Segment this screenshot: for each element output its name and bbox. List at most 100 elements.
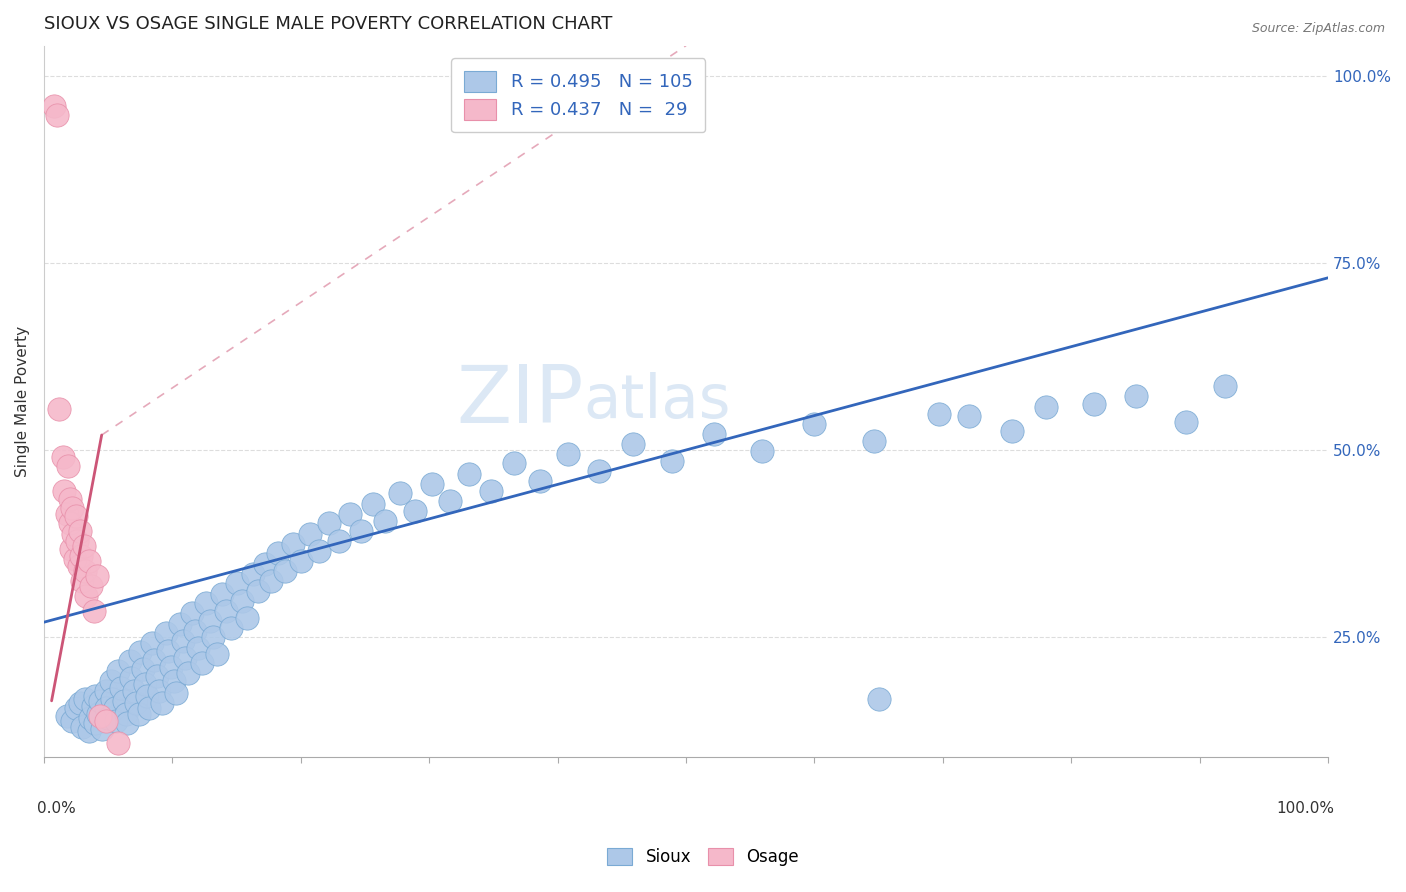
Point bbox=[112, 694, 135, 708]
Point bbox=[588, 464, 610, 478]
Point bbox=[1001, 424, 1024, 438]
Point bbox=[221, 621, 243, 635]
Point bbox=[87, 706, 110, 721]
Point bbox=[94, 714, 117, 728]
Legend: R = 0.495   N = 105, R = 0.437   N =  29: R = 0.495 N = 105, R = 0.437 N = 29 bbox=[451, 58, 706, 132]
Point bbox=[48, 401, 70, 416]
Point bbox=[141, 636, 163, 650]
Point bbox=[180, 606, 202, 620]
Point bbox=[94, 684, 117, 698]
Point bbox=[97, 711, 120, 725]
Text: 0.0%: 0.0% bbox=[38, 801, 76, 816]
Point bbox=[80, 579, 103, 593]
Point bbox=[77, 554, 100, 568]
Point bbox=[128, 706, 150, 721]
Point bbox=[458, 467, 481, 481]
Point bbox=[107, 737, 129, 751]
Point bbox=[207, 647, 229, 661]
Point bbox=[143, 653, 166, 667]
Point bbox=[67, 559, 90, 574]
Point bbox=[928, 407, 950, 421]
Point bbox=[1125, 389, 1147, 403]
Point bbox=[86, 568, 108, 582]
Point bbox=[236, 611, 259, 625]
Point bbox=[89, 694, 111, 708]
Point bbox=[529, 475, 551, 489]
Point bbox=[162, 673, 184, 688]
Point bbox=[53, 484, 76, 499]
Point bbox=[177, 666, 200, 681]
Point bbox=[198, 614, 221, 628]
Point bbox=[225, 576, 247, 591]
Point bbox=[862, 434, 884, 448]
Legend: Sioux, Osage: Sioux, Osage bbox=[599, 840, 807, 875]
Text: atlas: atlas bbox=[583, 372, 731, 431]
Point bbox=[290, 554, 312, 568]
Point bbox=[318, 516, 340, 531]
Point bbox=[56, 708, 79, 723]
Point bbox=[146, 669, 169, 683]
Point bbox=[157, 643, 180, 657]
Point bbox=[135, 689, 157, 703]
Point bbox=[1174, 415, 1197, 429]
Point bbox=[120, 671, 142, 685]
Point bbox=[58, 459, 80, 474]
Point bbox=[77, 723, 100, 738]
Point bbox=[94, 701, 117, 715]
Point bbox=[103, 701, 125, 715]
Point bbox=[110, 681, 132, 695]
Point bbox=[66, 534, 89, 549]
Point bbox=[266, 546, 288, 560]
Point bbox=[122, 684, 145, 698]
Point bbox=[90, 722, 112, 736]
Point bbox=[83, 604, 105, 618]
Point bbox=[274, 564, 297, 578]
Point bbox=[187, 641, 209, 656]
Point bbox=[253, 557, 276, 571]
Point bbox=[751, 444, 773, 458]
Point bbox=[117, 716, 139, 731]
Point bbox=[703, 426, 725, 441]
Point bbox=[70, 549, 93, 564]
Point bbox=[118, 654, 141, 668]
Point bbox=[58, 491, 80, 506]
Point bbox=[56, 507, 79, 521]
Point bbox=[174, 651, 197, 665]
Point bbox=[260, 574, 283, 588]
Point bbox=[339, 507, 361, 521]
Point bbox=[107, 664, 129, 678]
Point bbox=[69, 524, 91, 538]
Point bbox=[63, 551, 86, 566]
Point bbox=[184, 624, 207, 639]
Point bbox=[138, 701, 160, 715]
Point bbox=[72, 720, 94, 734]
Point bbox=[404, 504, 426, 518]
Point bbox=[803, 417, 825, 431]
Point bbox=[44, 98, 66, 112]
Point bbox=[148, 684, 170, 698]
Point bbox=[1083, 396, 1105, 410]
Text: SIOUX VS OSAGE SINGLE MALE POVERTY CORRELATION CHART: SIOUX VS OSAGE SINGLE MALE POVERTY CORRE… bbox=[44, 15, 612, 33]
Point bbox=[101, 691, 124, 706]
Point bbox=[361, 497, 384, 511]
Point bbox=[557, 447, 579, 461]
Y-axis label: Single Male Poverty: Single Male Poverty bbox=[15, 326, 30, 477]
Point bbox=[503, 457, 526, 471]
Point bbox=[420, 476, 443, 491]
Point bbox=[79, 711, 101, 725]
Point bbox=[69, 696, 91, 710]
Text: Source: ZipAtlas.com: Source: ZipAtlas.com bbox=[1251, 22, 1385, 36]
Point bbox=[65, 701, 87, 715]
Point bbox=[1215, 379, 1237, 393]
Point bbox=[191, 657, 214, 671]
Point bbox=[1035, 400, 1057, 414]
Point bbox=[60, 714, 83, 728]
Point bbox=[202, 630, 225, 644]
Point bbox=[281, 536, 304, 550]
Point bbox=[479, 484, 502, 499]
Point bbox=[62, 526, 84, 541]
Point bbox=[957, 409, 980, 424]
Point bbox=[58, 516, 80, 531]
Point bbox=[129, 645, 152, 659]
Point bbox=[150, 696, 173, 710]
